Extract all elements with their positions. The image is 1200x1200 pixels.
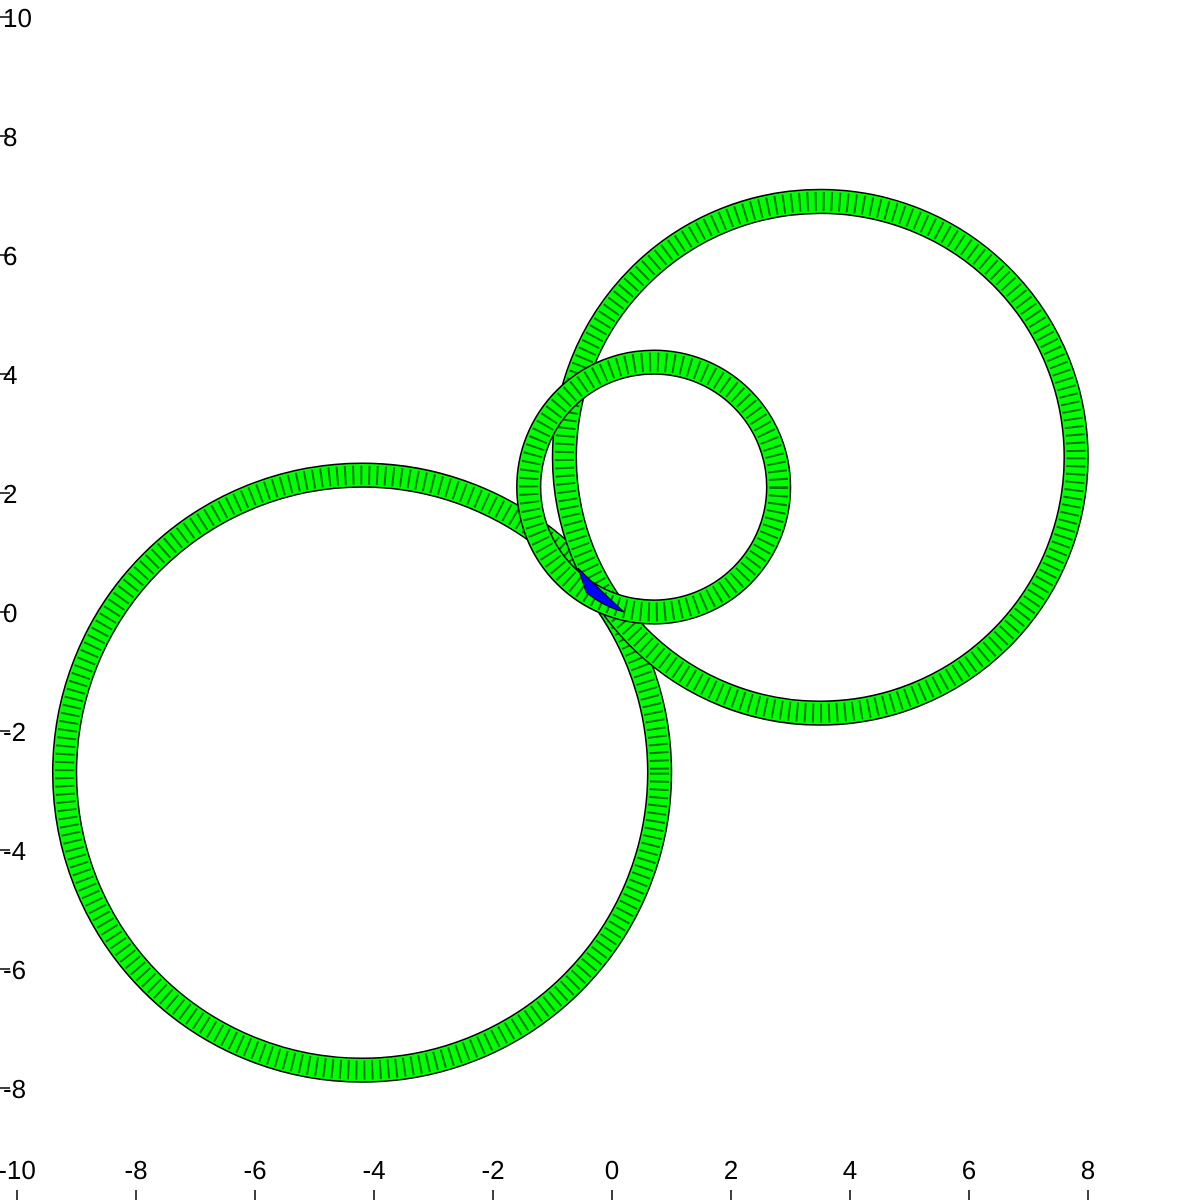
y-tick-label: 2 (3, 479, 17, 509)
x-tick-label: 0 (605, 1155, 619, 1185)
ring-inner-edge (575, 212, 1065, 702)
x-tick-label: 8 (1081, 1155, 1095, 1185)
y-tick-label: 8 (3, 122, 17, 152)
x-tick-label: 4 (843, 1155, 857, 1185)
ring-outer-edge (516, 349, 792, 625)
x-tick-label: -4 (362, 1155, 385, 1185)
overlap-marker (577, 567, 625, 613)
rings-layer (51, 188, 1089, 1083)
ring-hatch (519, 352, 789, 622)
ring-inner-edge (75, 486, 649, 1060)
ring-3 (516, 349, 792, 625)
x-tick-label: -8 (124, 1155, 147, 1185)
ring-1 (51, 462, 673, 1083)
ring-outer-edge (551, 188, 1089, 726)
y-tick-label: -8 (3, 1074, 26, 1104)
y-axis: 10 8 6 4 2 0 -2 -4 -6 -8 (0, 3, 32, 1104)
x-tick-label: 2 (724, 1155, 738, 1185)
y-tick-label: -6 (3, 955, 26, 985)
x-tick-label: -2 (481, 1155, 504, 1185)
y-tick-label: 10 (3, 3, 32, 33)
ring-hatch (554, 191, 1086, 723)
ring-inner-edge (539, 373, 768, 601)
overlap-layer (577, 567, 625, 613)
x-axis: -10 -8 -6 -4 -2 0 2 4 6 8 (0, 1155, 1095, 1200)
ring-2 (551, 188, 1089, 726)
ring-hatch (55, 465, 670, 1080)
x-tick-label: -6 (243, 1155, 266, 1185)
y-tick-label: -2 (3, 717, 26, 747)
x-tick-label: 6 (962, 1155, 976, 1185)
y-tick-label: 6 (3, 241, 17, 271)
x-tick-label: -10 (0, 1155, 36, 1185)
ring-outer-edge (51, 462, 673, 1083)
y-tick-label: -4 (3, 836, 26, 866)
y-tick-label: 4 (3, 360, 17, 390)
y-tick-label: 0 (3, 598, 17, 628)
